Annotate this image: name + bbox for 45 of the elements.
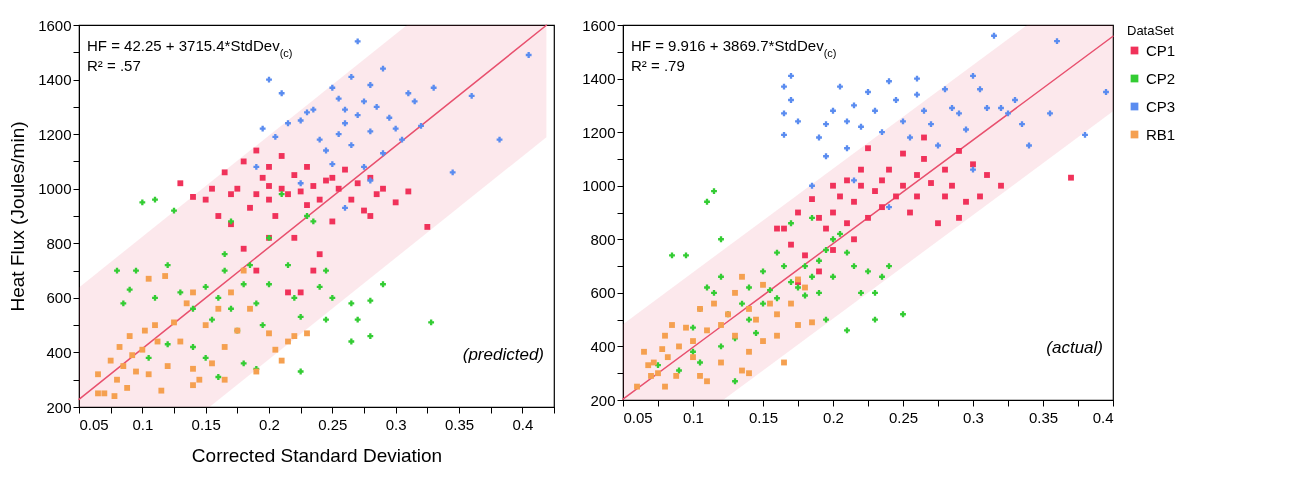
x-tick-label: 0.35 — [1028, 408, 1059, 426]
x-tick-label: 0.15 — [748, 408, 779, 426]
annotation: R² = .79 — [631, 57, 685, 74]
legend-label: CP2 — [1146, 69, 1176, 87]
y-tick-label: 1200 — [38, 125, 72, 143]
annotation: HF = 42.25 + 3715.4*StdDev$_{(c)}$ — [87, 37, 293, 59]
y-tick-label: 800 — [590, 230, 616, 248]
x-tick-label: 0.1 — [683, 408, 704, 426]
annotation: (actual) — [1046, 338, 1103, 357]
x-axis-title: Corrected Standard Deviation — [191, 444, 443, 466]
annotation: HF = 9.916 + 3869.7*StdDev$_{(c)}$ — [631, 37, 837, 59]
x-tick-label: 0.1 — [132, 415, 154, 433]
y-tick-label: 1000 — [38, 180, 72, 198]
y-tick-label: 200 — [590, 391, 616, 409]
y-tick-label: 1400 — [38, 71, 72, 89]
y-tick-label: 600 — [46, 289, 72, 307]
x-tick-label: 0.05 — [79, 415, 109, 433]
y-axis-title: Heat Flux (Joules/min) — [7, 121, 29, 312]
annotation: (predicted) — [462, 345, 544, 364]
x-tick-label: 0.2 — [823, 408, 844, 426]
y-tick-label: 1600 — [38, 16, 72, 34]
y-tick-label: 800 — [46, 234, 72, 252]
y-tick-label: 400 — [46, 343, 72, 361]
y-tick-label: 1200 — [582, 123, 616, 141]
annotation: R² = .57 — [87, 57, 141, 74]
x-tick-label: 0.3 — [385, 415, 407, 433]
legend-label: RB1 — [1146, 125, 1176, 143]
legend-label: CP1 — [1146, 41, 1176, 59]
y-tick-label: 1600 — [582, 16, 616, 34]
x-tick-label: 0.4 — [1092, 408, 1114, 426]
x-tick-label: 0.35 — [444, 415, 475, 433]
x-tick-label: 0.15 — [191, 415, 221, 433]
x-tick-label: 0.4 — [512, 415, 534, 433]
x-tick-label: 0.25 — [318, 415, 348, 433]
legend-title: DataSet — [1127, 23, 1175, 38]
y-tick-label: 1000 — [582, 177, 616, 195]
y-tick-label: 400 — [590, 337, 616, 355]
y-tick-label: 200 — [46, 398, 72, 416]
legend-label: CP3 — [1146, 97, 1176, 115]
x-tick-label: 0.2 — [259, 415, 280, 433]
x-tick-label: 0.3 — [963, 408, 984, 426]
y-tick-label: 1400 — [582, 70, 616, 88]
x-tick-label: 0.05 — [623, 408, 653, 426]
y-tick-label: 600 — [590, 284, 616, 302]
x-tick-label: 0.25 — [888, 408, 919, 426]
